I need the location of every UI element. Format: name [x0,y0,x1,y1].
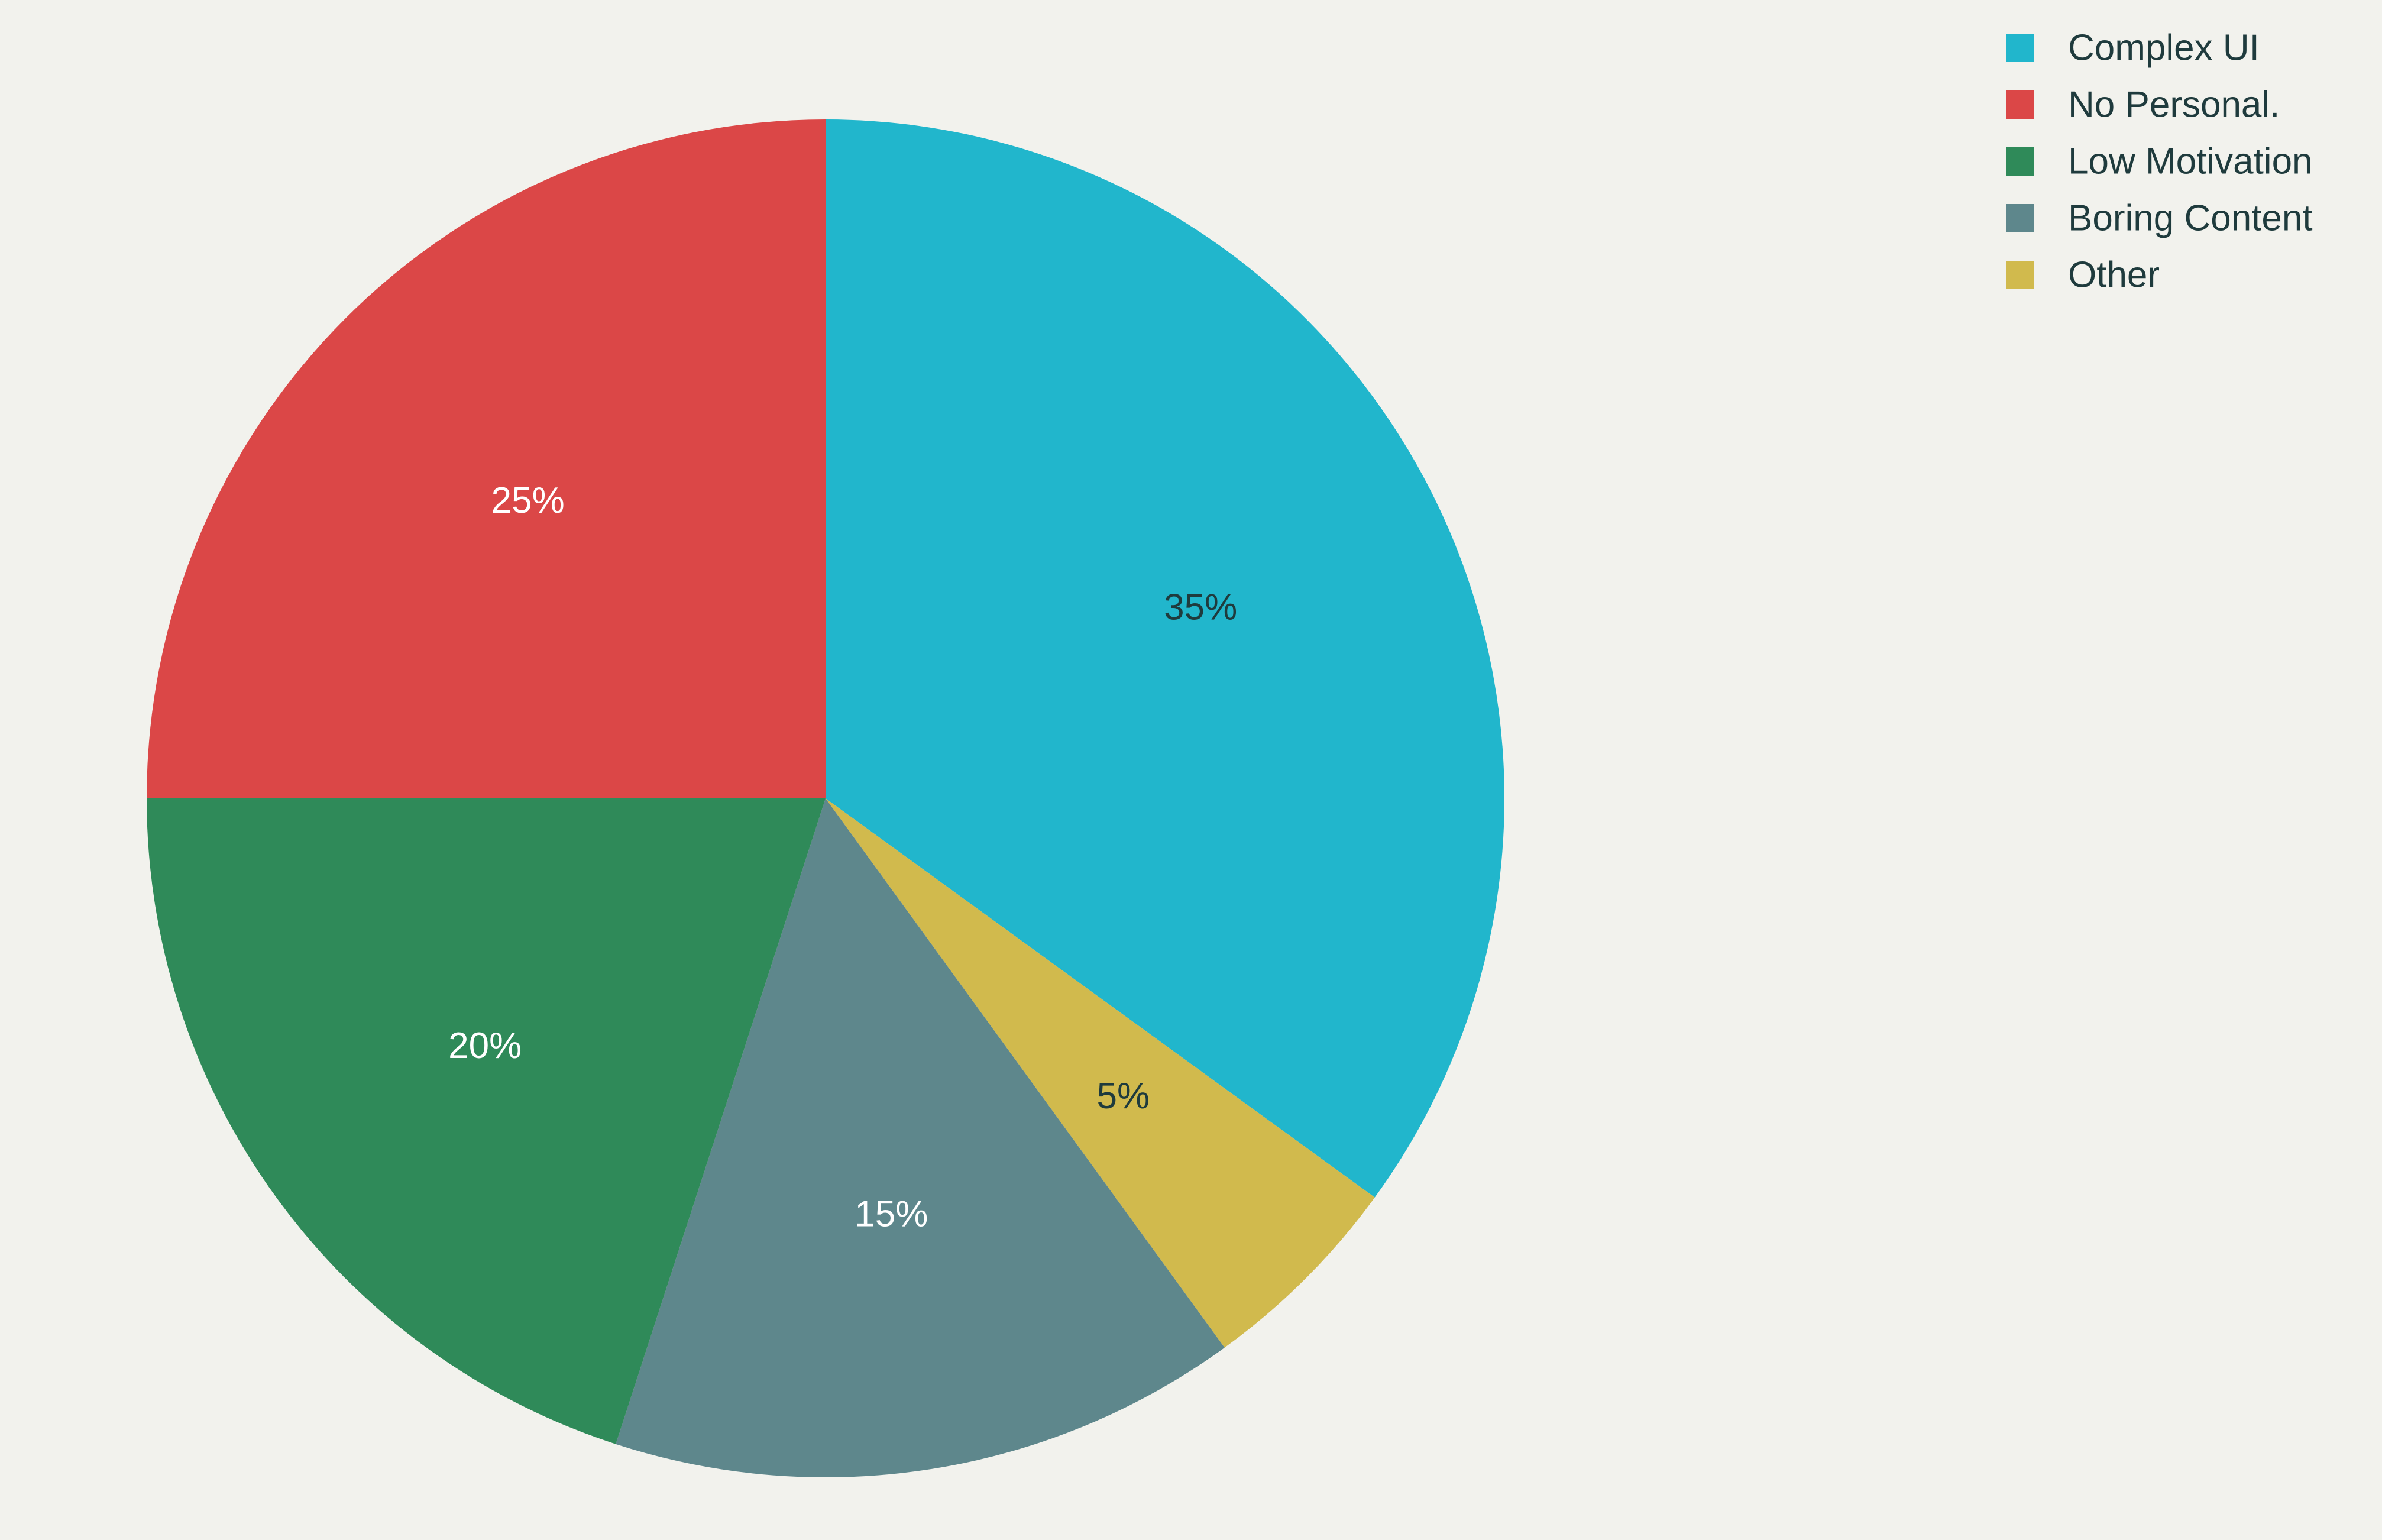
legend-label-other: Other [2068,255,2160,296]
legend-label-complex-ui: Complex UI [2068,28,2260,69]
slice-label-boring-content: 15% [855,1193,928,1234]
legend: Complex UI No Personal. Low Motivation Bori… [2006,28,2313,296]
slice-label-low-motivation: 20% [448,1025,522,1066]
pie-slice-complex-ui [826,119,1504,1198]
legend-label-low-motivation: Low Motivation [2068,141,2313,182]
legend-swatch-complex-ui [2006,34,2034,62]
pie-slice-no-personal [147,119,826,798]
legend-label-boring-content: Boring Content [2068,198,2313,239]
slice-labels: 35% 5% 15% 20% 25% [448,480,1237,1234]
slice-label-no-personal: 25% [491,480,565,521]
pie-slice-boring-content [616,798,1225,1477]
slice-label-other: 5% [1096,1076,1150,1117]
legend-swatch-no-personal [2006,90,2034,119]
legend-swatch-boring-content [2006,204,2034,232]
legend-label-no-personal: No Personal. [2068,85,2280,125]
slice-label-complex-ui: 35% [1164,587,1237,627]
pie-slice-low-motivation [147,798,826,1444]
legend-swatch-other [2006,261,2034,289]
legend-swatch-low-motivation [2006,147,2034,176]
pie-slices [147,119,1504,1477]
pie-slice-other [826,798,1375,1348]
